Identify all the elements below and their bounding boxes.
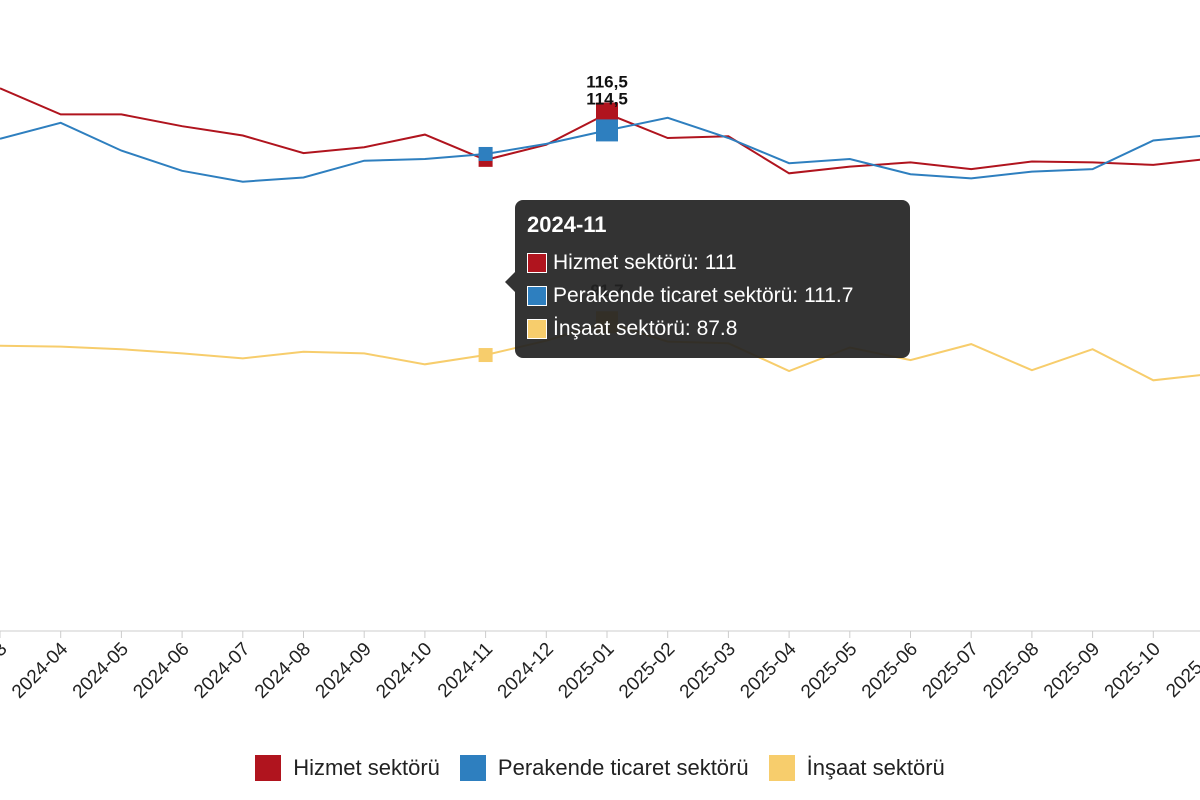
tooltip-row-text: İnşaat sektörü: 87.8: [553, 317, 738, 340]
x-tick-label: 2024-07: [190, 639, 254, 703]
x-tick-label: 2025-01: [554, 639, 618, 703]
tooltip-swatch-perakende: [527, 285, 547, 306]
legend-swatch: [255, 755, 282, 781]
x-tick-label: 2024-11: [434, 639, 497, 702]
hover-marker-1: [478, 146, 493, 161]
x-tick-label: 2025-09: [1040, 639, 1104, 703]
legend-swatch: [459, 755, 486, 781]
data-label-0: 116,5: [586, 73, 628, 92]
legend-item-insaat[interactable]: İnşaat sektörü: [768, 755, 945, 781]
x-tick-label: 2024-06: [129, 639, 193, 703]
x-tick-label: 2025-06: [858, 639, 922, 703]
hover-markers: [478, 146, 493, 363]
x-tick-label: 2024-09: [312, 639, 376, 703]
tooltip-swatch-hizmet: [527, 252, 547, 273]
x-tick-label: 2025-02: [615, 639, 679, 703]
x-tick-label: 2025-10: [1101, 639, 1165, 703]
legend-label: Perakende ticaret sektörü: [497, 755, 749, 780]
highlight-marker-0: [596, 102, 618, 125]
x-tick-label: 2025-04: [736, 638, 800, 702]
x-axis-ticks: 2024-032024-042024-052024-062024-072024-…: [0, 631, 1200, 703]
tooltip-row-perakende: Perakende ticaret sektörü: 111.7: [527, 279, 898, 312]
tooltip-row-hizmet: Hizmet sektörü: 111: [527, 246, 898, 279]
x-tick-label: 2024-12: [494, 639, 558, 703]
x-tick-label: 2024-10: [372, 639, 436, 703]
tooltip-title: 2024-11: [527, 212, 607, 237]
x-tick-label: 2024-05: [69, 639, 133, 703]
legend-swatch: [768, 755, 795, 781]
data-label-1: 114,5: [586, 89, 628, 108]
legend-label: İnşaat sektörü: [806, 755, 945, 780]
tooltip-swatch-insaat: [527, 318, 547, 339]
tooltip-row-text: Perakende ticaret sektörü: 111.7: [553, 284, 854, 307]
hover-marker-2: [478, 348, 493, 363]
tooltip-row-insaat: İnşaat sektörü: 87.8: [527, 312, 898, 345]
x-tick-label: 2025-03: [676, 639, 740, 703]
x-tick-label: 2025-08: [979, 639, 1043, 703]
tooltip-row-text: Hizmet sektörü: 111: [553, 251, 737, 274]
x-tick-label: 2024-03: [0, 639, 12, 703]
legend-item-perakende[interactable]: Perakende ticaret sektörü: [459, 755, 749, 781]
x-tick-label: 2025-05: [797, 639, 861, 703]
x-tick-label: 2025-11: [1162, 639, 1200, 702]
x-tick-label: 2024-08: [251, 639, 315, 703]
highlight-marker-1: [596, 119, 618, 142]
chart-tooltip: 2024-11 Hizmet sektörü: 111 Perakende ti…: [505, 200, 910, 358]
legend-item-hizmet[interactable]: Hizmet sektörü: [255, 755, 440, 781]
x-tick-label: 2025-07: [919, 639, 983, 703]
x-tick-label: 2024-04: [8, 638, 72, 702]
chart-legend: Hizmet sektörü Perakende ticaret sektörü…: [0, 748, 1200, 788]
legend-label: Hizmet sektörü: [293, 755, 440, 780]
